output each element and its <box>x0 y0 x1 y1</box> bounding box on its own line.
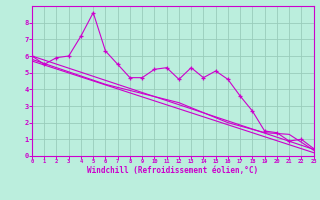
X-axis label: Windchill (Refroidissement éolien,°C): Windchill (Refroidissement éolien,°C) <box>87 166 258 175</box>
